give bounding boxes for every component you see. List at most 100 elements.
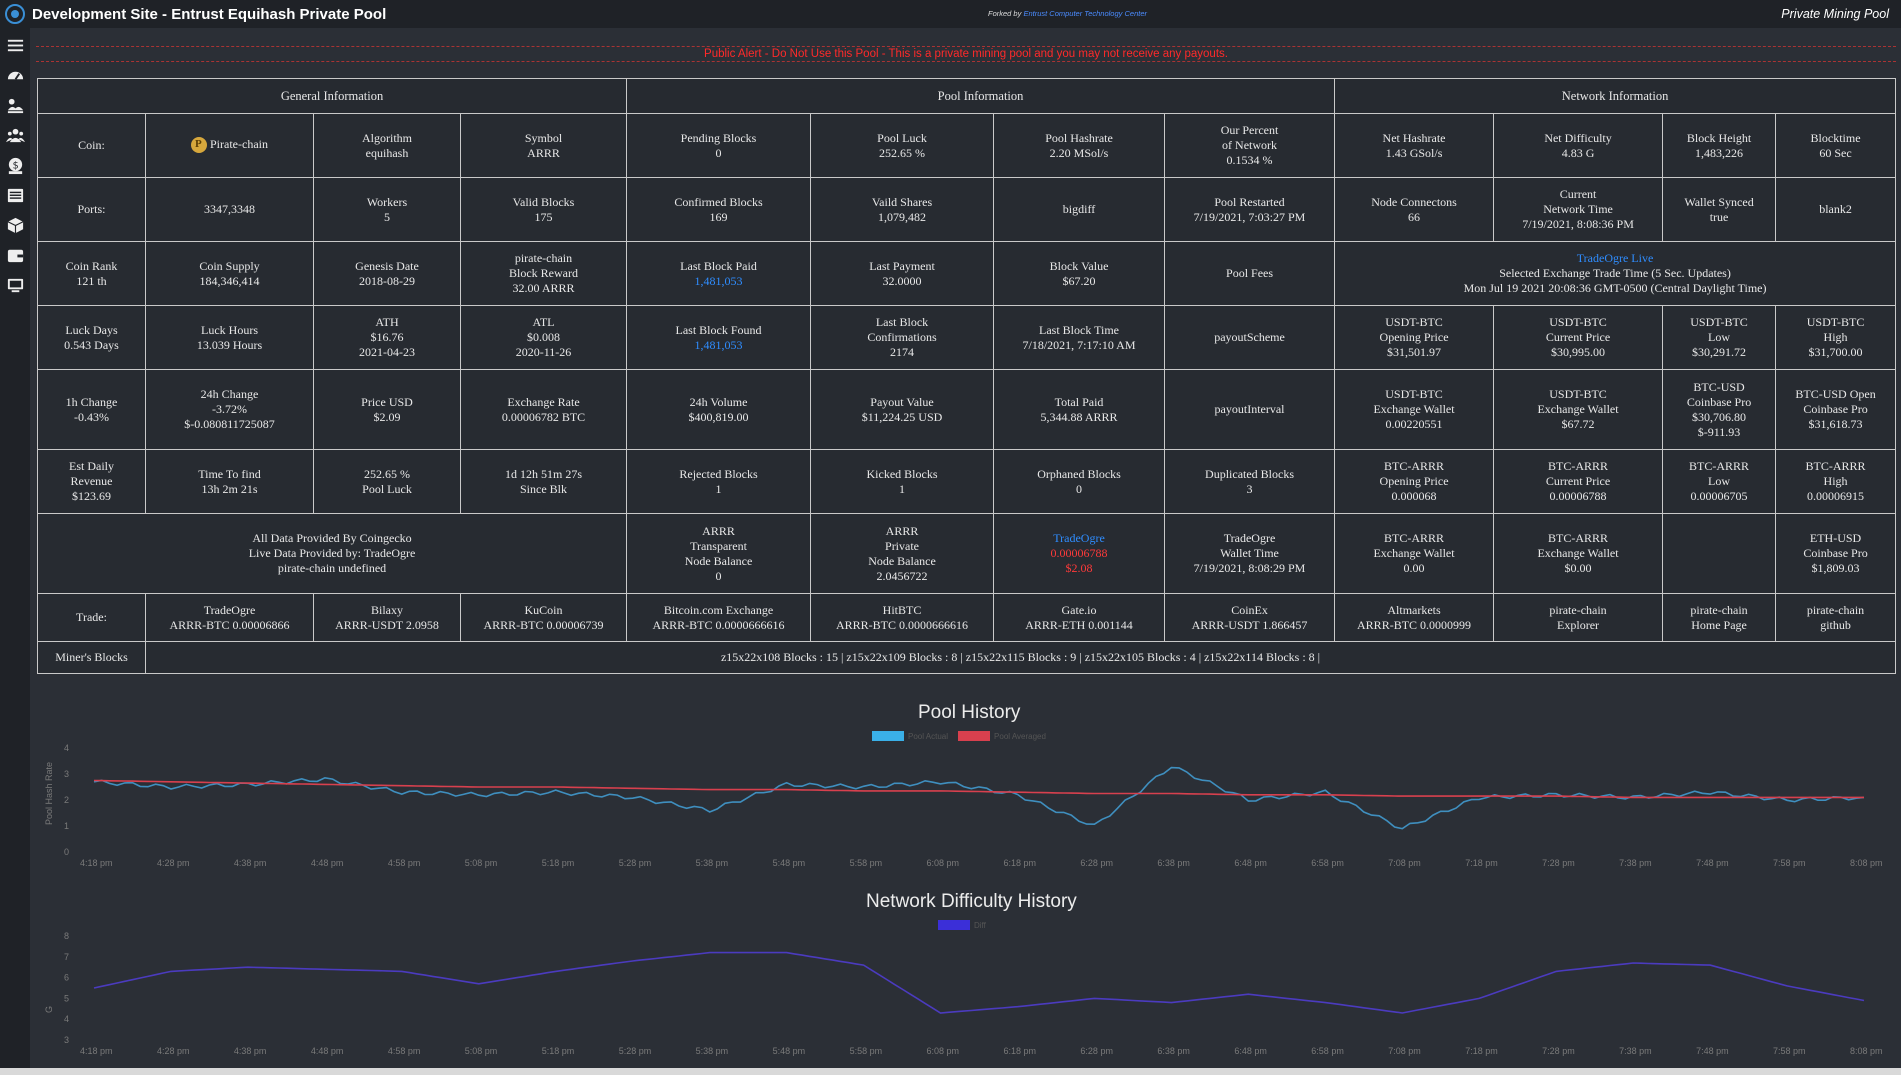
monitor-icon[interactable] [0,270,30,300]
algorithm-cell: Algorithm equihash [313,113,461,178]
site-logo-icon[interactable] [5,4,25,24]
explorer-link[interactable]: pirate-chain Explorer [1493,593,1664,642]
payout-scheme-cell: payoutScheme [1164,305,1336,370]
github-link[interactable]: pirate-chain github [1775,593,1897,642]
y-tick-label: 4 [64,1014,69,1024]
atl-cell: ATL $0.008 2020-11-26 [459,305,628,370]
valid-blocks-cell: Valid Blocks 175 [459,177,628,242]
btc-arrr-wallet-cell: BTC-ARRR Exchange Wallet 0.00 [1334,513,1495,594]
usdt-btc-current-cell: USDT-BTC Current Price $30,995.00 [1493,305,1664,370]
pool-info-header: Pool Information [626,78,1336,114]
last-block-paid-link[interactable]: 1,481,053 [694,273,743,288]
network-info-header: Network Information [1334,78,1897,114]
site-title[interactable]: Development Site - Entrust Equihash Priv… [32,5,387,23]
x-tick-label: 4:18 pm [80,1046,113,1056]
luck-hours-cell: Luck Hours 13.039 Hours [145,305,314,370]
series-line-diff[interactable] [93,951,1865,1014]
legend-pool-averaged[interactable]: Pool Averaged [994,731,1046,741]
trade-link-gateio[interactable]: Gate.io ARRR-ETH 0.001144 [993,593,1166,642]
legend-pool-actual[interactable]: Pool Actual [908,731,949,741]
block-icon[interactable] [0,210,30,240]
x-tick-label: 5:28 pm [619,858,652,868]
x-tick-label: 6:38 pm [1157,858,1190,868]
public-alert-bar: Public Alert - Do Not Use this Pool - Th… [36,46,1896,62]
blocks-list-icon[interactable] [0,180,30,210]
x-tick-label: 7:18 pm [1465,1046,1498,1056]
series-line-pool-averaged[interactable] [93,779,1864,799]
block-height-cell: Block Height 1,483,226 [1662,113,1777,178]
last-block-found-link[interactable]: 1,481,053 [694,337,743,352]
dashboard-icon[interactable] [0,60,30,90]
trade-link-coinex[interactable]: CoinEx ARRR-USDT 1.866457 [1164,593,1336,642]
wallet-icon[interactable] [0,240,30,270]
x-tick-label: 6:28 pm [1080,858,1113,868]
btc-arrr-wallet-usd-cell: BTC-ARRR Exchange Wallet $0.00 [1493,513,1664,594]
pool-luck-cell: Pool Luck 252.65 % [810,113,995,178]
network-difficulty-legend: Diff [928,920,986,930]
tradeogre-link[interactable]: TradeOgre [1053,531,1105,545]
coin-name-cell: Pirate-chain [145,113,314,178]
menu-icon[interactable] [0,30,30,60]
usdt-btc-wallet-usd-cell: USDT-BTC Exchange Wallet $67.72 [1493,369,1664,450]
legend-diff-swatch[interactable] [938,920,970,930]
x-tick-label: 7:58 pm [1773,858,1806,868]
network-time-cell: Current Network Time 7/19/2021, 8:08:36 PM [1493,177,1664,242]
trade-link-hitbtc[interactable]: HitBTC ARRR-BTC 0.0000666616 [810,593,995,642]
x-tick-label: 4:58 pm [388,858,421,868]
x-tick-label: 6:58 pm [1311,858,1344,868]
payments-icon[interactable]: $ [0,150,30,180]
y-tick-label: 0 [64,847,69,857]
x-tick-label: 4:28 pm [157,858,190,868]
btc-arrr-open-cell: BTC-ARRR Opening Price 0.000068 [1334,449,1495,514]
ath-cell: ATH $16.76 2021-04-23 [313,305,461,370]
home-page-link[interactable]: pirate-chain Home Page [1662,593,1777,642]
y-tick-label: 5 [64,993,69,1003]
x-tick-label: 6:08 pm [927,858,960,868]
rejected-blocks-cell: Rejected Blocks 1 [626,449,812,514]
x-tick-label: 4:28 pm [157,1046,190,1056]
coin-supply-cell: Coin Supply 184,346,414 [145,241,314,306]
x-tick-label: 4:38 pm [234,1046,267,1056]
x-tick-label: 7:08 pm [1388,858,1421,868]
x-tick-label: 7:18 pm [1465,858,1498,868]
blocktime-cell: Blocktime 60 Sec [1775,113,1897,178]
miner-icon[interactable] [0,90,30,120]
valid-shares-cell: Vaild Shares 1,079,482 [810,177,995,242]
legend-pool-averaged-swatch[interactable] [958,731,991,741]
series-line-pool-actual[interactable] [93,766,1865,830]
trade-label: Trade: [37,593,146,642]
net-difficulty-cell: Net Difficulty 4.83 G [1493,113,1664,178]
trade-link-bitcoin-com[interactable]: Bitcoin.com Exchange ARRR-BTC 0.000066661… [626,593,812,642]
orphaned-blocks-cell: Orphaned Blocks 0 [993,449,1166,514]
confirmed-blocks-cell: Confirmed Blocks 169 [626,177,812,242]
trade-link-altmarkets[interactable]: Altmarkets ARRR-BTC 0.0000999 [1334,593,1495,642]
btc-arrr-low-cell: BTC-ARRR Low 0.00006705 [1662,449,1777,514]
x-tick-label: 5:58 pm [850,858,883,868]
workers-icon[interactable] [0,120,30,150]
usdt-btc-wallet-cell: USDT-BTC Exchange Wallet 0.00220551 [1334,369,1495,450]
btc-usd-open-cell: BTC-USD Open Coinbase Pro $31,618.73 [1775,369,1897,450]
legend-pool-actual-swatch[interactable] [872,731,904,741]
y-tick-label: 8 [64,931,69,941]
trade-link-tradeogre[interactable]: TradeOgre ARRR-BTC 0.00006866 [145,593,314,642]
usdt-btc-high-cell: USDT-BTC High $31,700.00 [1775,305,1897,370]
x-tick-label: 5:28 pm [619,1046,652,1056]
public-alert: Public Alert - Do Not Use this Pool - Th… [704,48,1228,60]
ports-value: 3347,3348 [145,177,314,242]
y-tick-label: 4 [64,743,69,753]
horizontal-scrollbar[interactable] [0,1068,1901,1075]
tradeogre-live-link[interactable]: TradeOgre Live [1576,251,1654,265]
usdt-btc-open-cell: USDT-BTC Opening Price $31,501.97 [1334,305,1495,370]
trade-link-kucoin[interactable]: KuCoin ARRR-BTC 0.00006739 [459,593,628,642]
x-tick-label: 5:18 pm [542,858,575,868]
miners-blocks-label: Miner's Blocks [37,641,146,674]
x-tick-label: 7:58 pm [1773,1046,1806,1056]
forked-link[interactable]: Entrust Computer Technology Center [1023,9,1147,18]
forked-prefix: Forked by [988,9,1022,18]
legend-diff[interactable]: Diff [974,920,986,930]
change-1h-cell: 1h Change -0.43% [37,369,146,450]
trade-link-bilaxy[interactable]: Bilaxy ARRR-USDT 2.0958 [313,593,461,642]
x-tick-label: 7:48 pm [1696,858,1729,868]
x-tick-label: 6:48 pm [1234,858,1267,868]
x-tick-label: 4:48 pm [311,858,344,868]
